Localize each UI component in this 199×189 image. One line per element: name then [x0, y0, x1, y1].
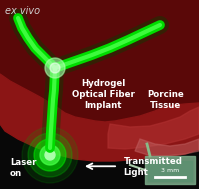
Circle shape — [45, 58, 65, 78]
Circle shape — [40, 145, 60, 165]
Circle shape — [50, 63, 60, 73]
Circle shape — [45, 150, 55, 160]
Text: Hydrogel
Optical Fiber
Implant: Hydrogel Optical Fiber Implant — [72, 79, 135, 110]
Bar — [148, 161, 192, 181]
Polygon shape — [0, 74, 199, 161]
Text: ex vivo: ex vivo — [5, 6, 40, 16]
Text: Porcine
Tissue: Porcine Tissue — [147, 90, 183, 110]
Circle shape — [28, 133, 72, 177]
Text: 3 mm: 3 mm — [161, 168, 179, 173]
Polygon shape — [135, 139, 199, 156]
Text: Laser
on: Laser on — [10, 158, 36, 178]
Circle shape — [34, 139, 66, 171]
Bar — [145, 156, 195, 184]
Polygon shape — [108, 107, 199, 149]
Circle shape — [22, 127, 78, 183]
Text: Transmitted
Light: Transmitted Light — [123, 157, 182, 177]
Polygon shape — [0, 0, 199, 122]
